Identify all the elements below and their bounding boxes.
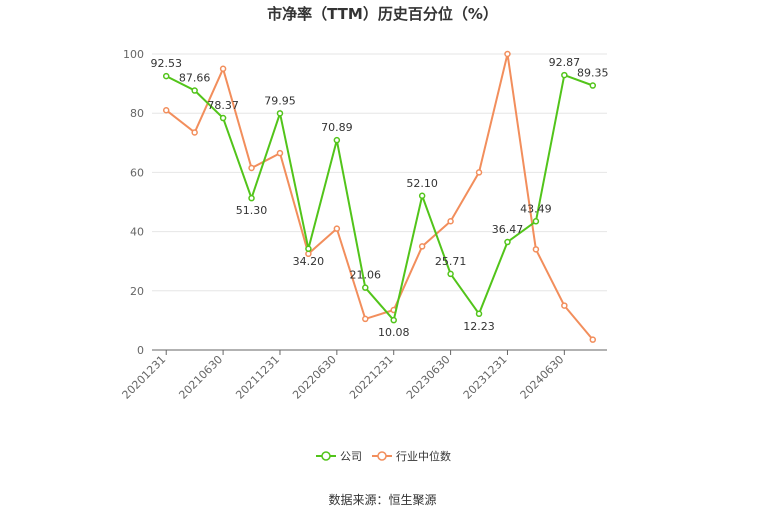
series-point-0 xyxy=(305,245,312,253)
series-line-1 xyxy=(165,53,594,341)
series-point-0 xyxy=(532,218,540,225)
series-point-0 xyxy=(589,82,597,89)
series-point-0 xyxy=(447,270,454,278)
data-label: 51.30 xyxy=(236,204,268,217)
series-point-1 xyxy=(589,336,597,343)
x-tick-label: 20240630 xyxy=(518,353,567,402)
data-label: 78.37 xyxy=(207,99,239,112)
data-label: 52.10 xyxy=(406,177,438,190)
series-point-1 xyxy=(504,50,511,58)
y-tick-label: 40 xyxy=(130,226,144,239)
series-point-0 xyxy=(504,238,511,246)
series-point-0 xyxy=(219,114,227,122)
series-point-0 xyxy=(390,316,397,324)
series-point-0 xyxy=(418,192,426,200)
data-label: 36.47 xyxy=(492,223,524,236)
series-point-0 xyxy=(475,310,483,318)
legend-label: 行业中位数 xyxy=(396,449,451,463)
chart-title: 市净率（TTM）历史百分位（%） xyxy=(267,5,498,23)
series-point-0 xyxy=(162,72,170,80)
legend-marker-0 xyxy=(321,451,331,461)
x-tick-label: 20231231 xyxy=(461,353,510,402)
x-tick-label: 20230630 xyxy=(404,353,453,402)
x-tick-label: 20210630 xyxy=(176,353,225,402)
data-label: 79.95 xyxy=(264,94,296,107)
series-line-0 xyxy=(165,73,594,323)
y-tick-label: 20 xyxy=(130,285,144,298)
series-point-0 xyxy=(561,71,568,79)
data-label: 34.20 xyxy=(293,255,325,268)
y-tick-label: 0 xyxy=(137,344,144,357)
series-point-0 xyxy=(276,110,284,117)
legend-label: 公司 xyxy=(340,450,362,463)
series-point-1 xyxy=(248,164,255,172)
series-point-0 xyxy=(248,194,255,202)
data-label: 89.35 xyxy=(577,67,609,80)
data-label: 21.06 xyxy=(350,269,382,282)
series-point-1 xyxy=(418,243,426,250)
data-label: 43.49 xyxy=(520,202,552,215)
series-point-1 xyxy=(532,246,540,253)
series-point-1 xyxy=(561,302,568,309)
x-tick-label: 20201231 xyxy=(120,353,169,402)
series-point-1 xyxy=(276,149,284,157)
x-tick-label: 20221231 xyxy=(347,353,396,402)
data-label: 25.71 xyxy=(435,255,467,268)
series-point-1 xyxy=(162,106,170,114)
y-tick-label: 80 xyxy=(130,107,144,120)
data-label: 87.66 xyxy=(179,72,211,85)
data-label: 70.89 xyxy=(321,121,353,134)
y-tick-label: 100 xyxy=(123,48,144,61)
series-point-0 xyxy=(333,136,341,144)
data-label: 12.23 xyxy=(463,320,495,333)
series-point-1 xyxy=(362,315,369,323)
y-tick-label: 60 xyxy=(130,166,144,179)
series-point-1 xyxy=(475,169,483,176)
series-point-0 xyxy=(362,284,369,291)
series-point-1 xyxy=(219,65,227,73)
data-label: 92.87 xyxy=(549,56,581,69)
legend-marker-1 xyxy=(377,451,387,461)
data-label: 92.53 xyxy=(150,57,182,70)
x-tick-label: 20211231 xyxy=(233,353,282,402)
data-label: 10.08 xyxy=(378,326,410,339)
x-tick-label: 20220630 xyxy=(290,353,339,402)
series-point-1 xyxy=(191,129,198,136)
series-point-1 xyxy=(333,225,341,232)
series-point-0 xyxy=(191,87,198,94)
series-point-1 xyxy=(447,217,454,225)
source-note: 数据来源：恒生聚源 xyxy=(328,493,437,507)
